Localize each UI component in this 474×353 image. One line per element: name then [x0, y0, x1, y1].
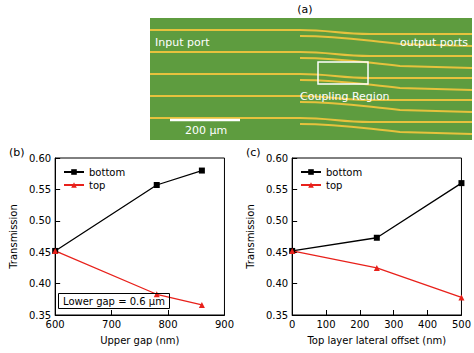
svg-text:Coupling Region: Coupling Region: [300, 90, 390, 103]
svg-text:0.45: 0.45: [266, 247, 288, 258]
svg-text:Top layer lateral offset (nm): Top layer lateral offset (nm): [306, 335, 446, 346]
svg-text:0: 0: [289, 319, 295, 330]
svg-text:700: 700: [102, 319, 121, 330]
svg-text:Upper gap (nm): Upper gap (nm): [100, 335, 179, 346]
svg-text:(c): (c): [246, 146, 261, 159]
svg-text:0.35: 0.35: [28, 309, 52, 321]
svg-text:600: 600: [46, 319, 65, 330]
svg-text:Input port: Input port: [155, 36, 210, 49]
svg-text:500: 500: [452, 319, 471, 330]
svg-text:0.50: 0.50: [266, 215, 288, 226]
svg-text:Lower gap = 0.6 μm: Lower gap = 0.6 μm: [63, 296, 165, 307]
svg-text:200: 200: [350, 319, 369, 330]
svg-text:top: top: [89, 180, 105, 191]
svg-text:0.55: 0.55: [29, 184, 51, 195]
svg-text:Transmission: Transmission: [8, 204, 19, 270]
svg-text:(a): (a): [297, 3, 312, 16]
svg-text:900: 900: [215, 319, 234, 330]
svg-text:0.55: 0.55: [266, 184, 288, 195]
svg-text:0.60: 0.60: [29, 153, 51, 164]
svg-text:0.45: 0.45: [29, 247, 51, 258]
svg-text:800: 800: [158, 319, 177, 330]
svg-text:300: 300: [384, 319, 403, 330]
svg-text:0.50: 0.50: [29, 215, 51, 226]
svg-text:(b): (b): [9, 146, 25, 159]
svg-text:0.40: 0.40: [266, 278, 288, 289]
svg-text:400: 400: [418, 319, 437, 330]
svg-text:top: top: [326, 180, 342, 191]
svg-text:0.40: 0.40: [29, 278, 51, 289]
svg-text:bottom: bottom: [89, 167, 125, 178]
svg-text:Transmission: Transmission: [245, 204, 256, 270]
svg-text:output ports: output ports: [400, 36, 468, 49]
svg-text:bottom: bottom: [326, 167, 362, 178]
svg-text:200 μm: 200 μm: [185, 124, 227, 137]
svg-text:0.35: 0.35: [266, 310, 288, 321]
svg-text:0.60: 0.60: [266, 153, 288, 164]
svg-text:100: 100: [316, 319, 335, 330]
